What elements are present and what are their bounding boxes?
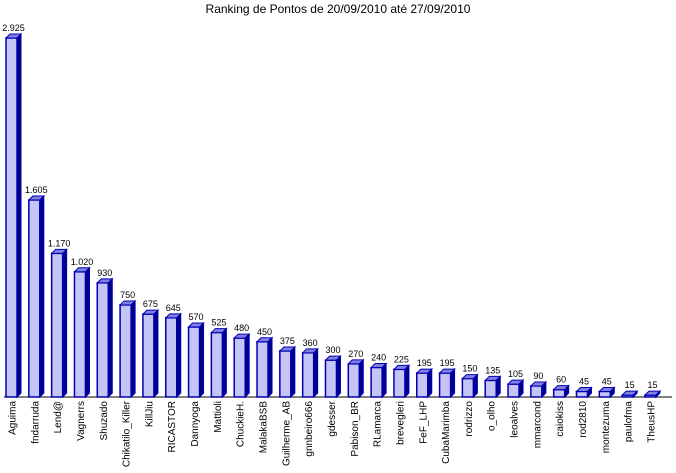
bar	[4, 32, 23, 399]
bar	[392, 364, 411, 399]
category-label: Pabison_BR	[350, 401, 361, 457]
value-label: 195	[417, 358, 432, 368]
value-label: 270	[348, 349, 363, 359]
value-label: 675	[143, 299, 158, 309]
category-label: brevegleri	[395, 401, 406, 445]
bar	[187, 321, 205, 399]
bar	[529, 380, 548, 399]
bar-series	[4, 32, 662, 399]
value-label: 525	[211, 318, 226, 328]
chart-title: Ranking de Pontos de 20/09/2010 até 27/0…	[206, 2, 471, 16]
value-label: 930	[97, 268, 112, 278]
value-label: 645	[166, 303, 181, 313]
category-label: o_olho	[487, 401, 498, 431]
bar	[438, 367, 456, 399]
category-label: rod2810	[578, 401, 589, 438]
value-label: 105	[508, 369, 523, 379]
value-label: 45	[579, 376, 589, 386]
category-label: Shuzado	[99, 401, 110, 441]
bar	[118, 299, 137, 399]
bar	[164, 312, 182, 399]
value-label: 1.605	[25, 185, 48, 195]
value-label: 45	[602, 376, 612, 386]
bar	[232, 332, 251, 399]
value-label: 570	[189, 312, 204, 322]
category-label: rodrizzo	[464, 401, 475, 437]
category-label: fndarruda	[30, 401, 41, 444]
value-label: 750	[120, 290, 135, 300]
bar	[575, 386, 593, 399]
category-label: Chikatilo_Killer	[122, 400, 133, 467]
bar	[278, 345, 297, 399]
category-label: gdesser	[327, 400, 338, 436]
bar	[141, 308, 160, 399]
category-label: ChuckieH.	[236, 401, 247, 447]
value-label: 135	[485, 365, 500, 375]
bar	[620, 389, 639, 399]
category-label: Vagnerrs	[76, 401, 87, 441]
value-label: 15	[625, 380, 635, 390]
bar	[27, 194, 46, 399]
bar	[255, 336, 274, 399]
category-label: KillJiu	[144, 401, 155, 427]
value-label: 15	[647, 380, 657, 390]
category-label: FeF_LHP	[418, 401, 429, 444]
bar	[369, 362, 388, 399]
value-label: 90	[533, 371, 543, 381]
value-label: 360	[303, 338, 318, 348]
bar	[210, 327, 228, 399]
category-label: Lend@	[53, 401, 64, 433]
category-label: mmarcond	[532, 401, 543, 448]
value-label: 225	[394, 354, 409, 364]
category-label: Aguima	[8, 401, 19, 435]
category-label: MalakaBSB	[259, 401, 270, 454]
category-label: RLamarca	[373, 401, 384, 448]
value-label: 60	[556, 375, 566, 385]
bar	[415, 367, 433, 399]
bar	[598, 386, 616, 399]
category-label: montezuma	[601, 401, 612, 454]
bar	[50, 248, 68, 399]
bar	[324, 354, 342, 399]
bar	[96, 277, 114, 399]
category-label: Guilherme_AB	[281, 401, 292, 466]
value-label: 300	[325, 345, 340, 355]
value-label: 2.925	[2, 23, 25, 33]
category-label: CubaMarimba	[441, 401, 452, 464]
category-label: TheusHP	[646, 401, 657, 443]
value-label: 195	[440, 358, 455, 368]
bar	[347, 358, 365, 399]
category-label: paulofma	[624, 401, 635, 443]
category-label: Dannyoga	[190, 401, 201, 447]
bar	[484, 375, 502, 399]
value-label: 240	[371, 353, 386, 363]
value-label: 480	[234, 323, 249, 333]
bar	[643, 389, 662, 399]
category-label: gnnbeiro666	[304, 401, 315, 457]
value-label: 1.020	[71, 257, 94, 267]
value-label: 150	[462, 364, 477, 374]
bar	[461, 373, 479, 399]
value-label: 1.170	[48, 238, 71, 248]
value-label: 375	[280, 336, 295, 346]
bar	[552, 384, 570, 399]
value-label: 450	[257, 327, 272, 337]
category-label: leoalves	[510, 401, 521, 438]
bar	[301, 347, 319, 399]
category-label: caiokiss	[555, 401, 566, 437]
category-label: Mattioli	[213, 401, 224, 433]
category-label: RICASTOR	[167, 401, 178, 453]
bar	[73, 266, 91, 399]
category-labels: Aguima fndarruda Lend@ Vagnerrs Shuzado Chika…	[8, 400, 658, 467]
bar	[506, 378, 525, 399]
